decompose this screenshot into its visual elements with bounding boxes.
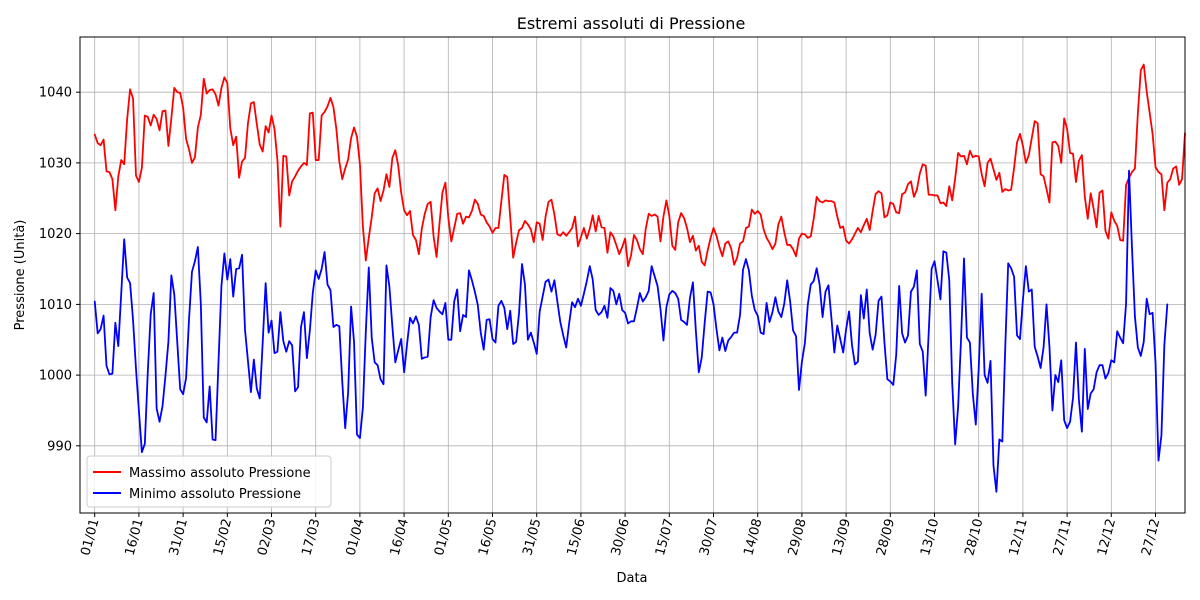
y-axis-label: Pressione (Unità) bbox=[13, 220, 28, 331]
plot-frame bbox=[79, 36, 1186, 514]
series-line-minimo bbox=[93, 169, 1169, 493]
legend: Massimo assoluto Pressione Minimo assolu… bbox=[86, 455, 332, 508]
y-tick-label: 1000 bbox=[39, 369, 72, 384]
x-axis-label: Data bbox=[616, 571, 647, 586]
y-tick-label: 1020 bbox=[39, 227, 72, 242]
series-lines bbox=[93, 63, 1186, 493]
grid bbox=[80, 37, 1185, 513]
y-tick-label: 1040 bbox=[39, 86, 72, 101]
y-tick-label: 1010 bbox=[39, 298, 72, 313]
legend-box bbox=[86, 455, 332, 508]
legend-label-minimo: Minimo assoluto Pressione bbox=[129, 487, 301, 502]
y-tick-label: 1030 bbox=[39, 156, 72, 171]
legend-label-massimo: Massimo assoluto Pressione bbox=[129, 466, 311, 481]
chart-title: Estremi assoluti di Pressione bbox=[517, 14, 746, 33]
y-tick-label: 990 bbox=[47, 439, 72, 454]
series-line-massimo bbox=[93, 63, 1186, 268]
